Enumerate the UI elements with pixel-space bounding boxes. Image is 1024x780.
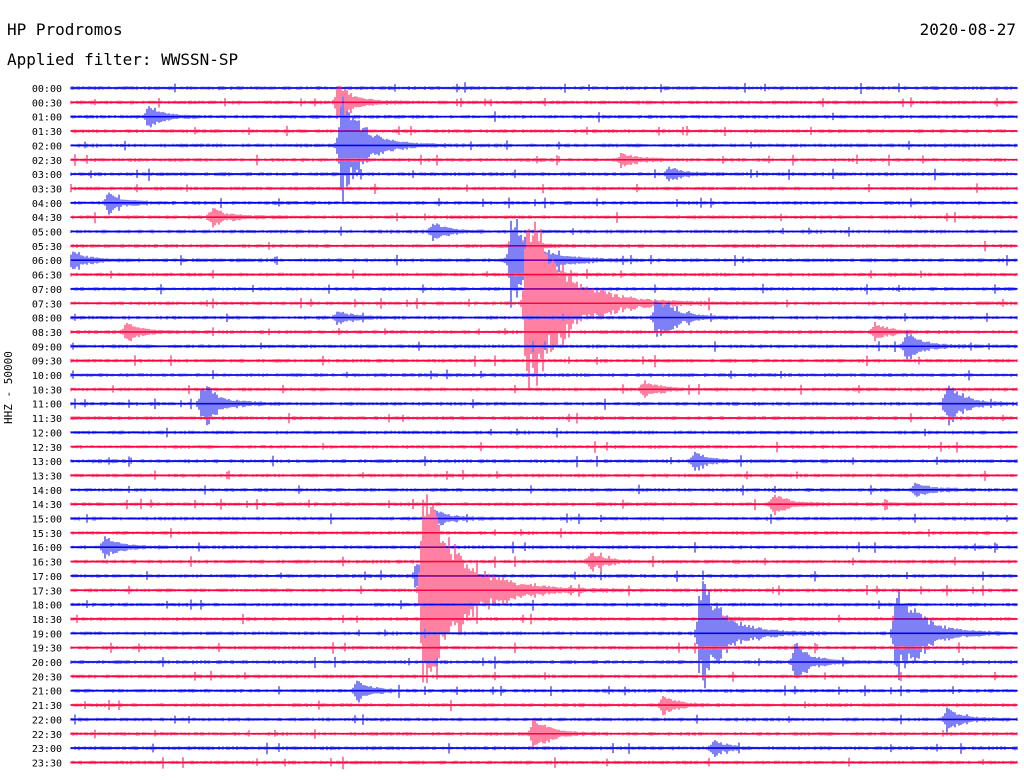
time-label: 15:30 xyxy=(32,529,62,540)
time-label: 23:30 xyxy=(32,758,62,769)
time-labels: 00:00 00:30 01:00 01:30 02:00 02:30 03:00 03:30… xyxy=(32,84,62,769)
recording-date: 2020-08-27 xyxy=(919,20,1016,39)
time-label: 10:30 xyxy=(32,385,62,396)
time-label: 13:00 xyxy=(32,457,62,468)
time-label: 03:00 xyxy=(32,170,62,181)
time-label: 15:00 xyxy=(32,515,62,526)
trace-line xyxy=(70,707,1018,734)
trace-line xyxy=(70,720,1018,750)
time-label: 19:30 xyxy=(32,644,62,655)
time-label: 02:30 xyxy=(32,156,62,167)
time-label: 14:30 xyxy=(32,500,62,511)
time-label: 04:00 xyxy=(32,199,62,210)
time-label: 11:30 xyxy=(32,414,62,425)
time-label: 11:00 xyxy=(32,400,62,411)
time-label: 16:00 xyxy=(32,543,62,554)
trace-line xyxy=(70,494,1018,684)
station-title: HP Prodromos xyxy=(7,20,123,39)
time-label: 07:00 xyxy=(32,285,62,296)
time-label: 07:30 xyxy=(32,299,62,310)
time-label: 09:00 xyxy=(32,342,62,353)
trace-line xyxy=(70,581,1018,689)
time-label: 12:30 xyxy=(32,443,62,454)
time-label: 20:30 xyxy=(32,672,62,683)
time-label: 02:00 xyxy=(32,141,62,152)
time-label: 18:30 xyxy=(32,615,62,626)
time-label: 23:00 xyxy=(32,744,62,755)
time-label: 09:30 xyxy=(32,357,62,368)
time-label: 08:00 xyxy=(32,314,62,325)
time-label: 10:00 xyxy=(32,371,62,382)
time-label: 00:00 xyxy=(32,84,62,95)
time-label: 05:30 xyxy=(32,242,62,253)
time-label: 12:00 xyxy=(32,428,62,439)
time-label: 21:00 xyxy=(32,687,62,698)
time-label: 06:30 xyxy=(32,271,62,282)
trace-line xyxy=(70,509,1018,530)
time-label: 18:00 xyxy=(32,601,62,612)
time-label: 08:30 xyxy=(32,328,62,339)
time-label: 20:00 xyxy=(32,658,62,669)
time-label: 19:00 xyxy=(32,629,62,640)
time-label: 01:30 xyxy=(32,127,62,138)
time-label: 04:30 xyxy=(32,213,62,224)
time-label: 03:30 xyxy=(32,184,62,195)
time-label: 06:00 xyxy=(32,256,62,267)
time-label: 01:00 xyxy=(32,113,62,124)
time-label: 16:30 xyxy=(32,558,62,569)
time-label: 17:30 xyxy=(32,586,62,597)
seismic-traces xyxy=(70,82,1018,770)
time-label: 17:00 xyxy=(32,572,62,583)
time-label: 00:30 xyxy=(32,98,62,109)
filter-label: Applied filter: WWSSN-SP xyxy=(7,50,239,69)
time-label: 13:30 xyxy=(32,471,62,482)
time-label: 21:30 xyxy=(32,701,62,712)
time-label: 22:30 xyxy=(32,730,62,741)
time-label: 14:00 xyxy=(32,486,62,497)
time-label: 05:00 xyxy=(32,228,62,239)
time-label: 22:00 xyxy=(32,715,62,726)
